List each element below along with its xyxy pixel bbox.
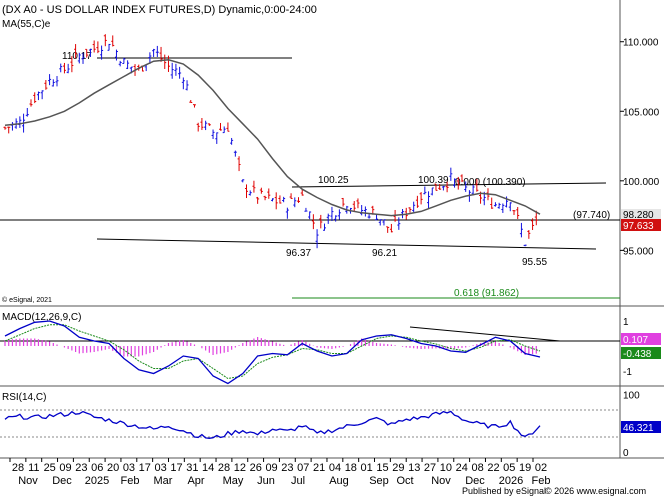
x-tick-month: Mar	[154, 475, 173, 487]
x-tick-month: Apr	[187, 475, 204, 487]
price-tick-label: 110.000	[623, 38, 659, 49]
x-tick-month: 2025	[85, 475, 109, 487]
x-tick-month: Feb	[121, 475, 140, 487]
support-line	[96, 238, 597, 250]
x-tick-month: Oct	[396, 475, 413, 487]
x-tick-month: Nov	[431, 475, 451, 487]
price-tick-label: 105.000	[623, 107, 660, 118]
x-tick-month: May	[223, 475, 244, 487]
x-tick-day: 07	[297, 462, 309, 474]
x-tick-day: 12	[234, 462, 246, 474]
x-tick-day: 17	[170, 462, 182, 474]
x-tick-month: Aug	[329, 475, 349, 487]
x-tick-day: 09	[265, 462, 277, 474]
x-tick-day: 22	[487, 462, 499, 474]
x-tick-day: 29	[392, 462, 404, 474]
x-tick-day: 19	[519, 462, 531, 474]
macd-tick-label: 1	[623, 317, 629, 328]
price-tick-label: 95.000	[623, 246, 654, 257]
x-tick-day: 03	[155, 462, 167, 474]
rsi-value: 46.321	[623, 423, 654, 434]
footer-copyright: © 2026 www.esignal.com	[545, 486, 646, 496]
price-tick-label: 100.000	[623, 177, 660, 188]
x-tick-month: Dec	[465, 475, 485, 487]
x-tick-day: 24	[456, 462, 468, 474]
x-tick-month: Nov	[18, 475, 38, 487]
resistance-line-100	[291, 182, 607, 188]
label-fib-618: 0.618 (91.862)	[454, 288, 519, 299]
x-tick-day: 25	[44, 462, 56, 474]
rsi-value-box	[621, 421, 661, 433]
x-tick-month: Jun	[257, 475, 275, 487]
rsi-y-axis: 100 0	[623, 391, 640, 460]
x-tick-day: 15	[376, 462, 388, 474]
x-tick-day: 28	[12, 462, 24, 474]
label-110-17: 110.17	[62, 51, 92, 62]
rsi-title: RSI(14,C)	[2, 392, 46, 403]
ma-legend: MA(55,C)e	[2, 19, 51, 30]
x-tick-day: 11	[28, 462, 39, 474]
current-price-label: 97.633	[623, 221, 654, 232]
ma-line	[4, 59, 541, 217]
macd-signal-line	[4, 324, 541, 380]
x-tick-month: 2026	[499, 475, 523, 487]
x-tick-day: 01	[361, 462, 373, 474]
x-tick-day: 06	[91, 462, 103, 474]
x-tick-day: 08	[471, 462, 483, 474]
x-tick-day: 14	[202, 462, 214, 474]
macd-tick-label: -1	[623, 367, 632, 378]
x-tick-day: 28	[218, 462, 230, 474]
ma-value-box	[621, 209, 661, 220]
x-tick-day: 20	[107, 462, 119, 474]
macd-y-axis: 1 -1	[623, 317, 632, 378]
price-y-axis: 110.000 105.000 100.000 95.000	[620, 38, 660, 257]
x-tick-day: 04	[329, 462, 341, 474]
macd-trendline	[409, 326, 561, 342]
label-100-39: 100.39	[418, 175, 449, 186]
macd-value-box	[621, 347, 661, 359]
chart-title: (DX A0 - US DOLLAR INDEX FUTURES,D) Dyna…	[2, 4, 317, 16]
published-by: Published by eSignal	[462, 486, 546, 496]
rsi-tick-label: 100	[623, 391, 640, 402]
x-tick-month: Sep	[369, 475, 389, 487]
x-tick-month: Dec	[52, 475, 72, 487]
rsi-line	[4, 410, 541, 439]
x-tick-day: 13	[408, 462, 420, 474]
x-tick-day: 23	[281, 462, 293, 474]
x-tick-day: 27	[424, 462, 436, 474]
label-96-21: 96.21	[372, 248, 397, 259]
macd-value: -0.438	[623, 349, 652, 360]
macd-hist-value: 0.107	[623, 335, 648, 346]
x-tick-day: 23	[75, 462, 87, 474]
current-price-box	[621, 219, 661, 231]
x-axis-months: Nov Dec 2025 Feb Mar Apr May Jun Jul Aug Sep Oct Nov…	[18, 475, 550, 487]
x-tick-day: 03	[123, 462, 135, 474]
x-tick-month: Jul	[291, 475, 305, 487]
copyright-note: © eSignal, 2021	[2, 296, 52, 304]
x-axis-days: 28 11 25 09 23 06 20 03 17 03 17 31 14 28 12 26 09 23 07 21…	[9, 458, 547, 474]
macd-hist-value-box	[621, 333, 661, 345]
ma-value-label: 98.280	[623, 210, 654, 221]
price-panel	[0, 0, 620, 306]
macd-title: MACD(12,26,9,C)	[2, 312, 81, 323]
label-97-740: (97.740)	[573, 210, 610, 221]
rsi-tick-label: 0	[623, 448, 629, 459]
x-tick-day: 02	[535, 462, 547, 474]
label-100-25: 100.25	[318, 175, 349, 186]
x-tick-day: 17	[139, 462, 151, 474]
x-tick-day: 05	[503, 462, 515, 474]
label-95-55: 95.55	[522, 257, 547, 268]
macd-line	[4, 320, 541, 385]
x-tick-month: Feb	[532, 475, 551, 487]
x-tick-day: 18	[345, 462, 357, 474]
x-tick-day: 31	[186, 462, 198, 474]
label-fib-0: 0.000 (100.390)	[455, 177, 526, 188]
x-tick-day: 09	[59, 462, 71, 474]
label-96-37: 96.37	[286, 248, 311, 259]
x-tick-day: 21	[313, 462, 325, 474]
x-tick-day: 26	[250, 462, 262, 474]
x-tick-day: 10	[440, 462, 452, 474]
